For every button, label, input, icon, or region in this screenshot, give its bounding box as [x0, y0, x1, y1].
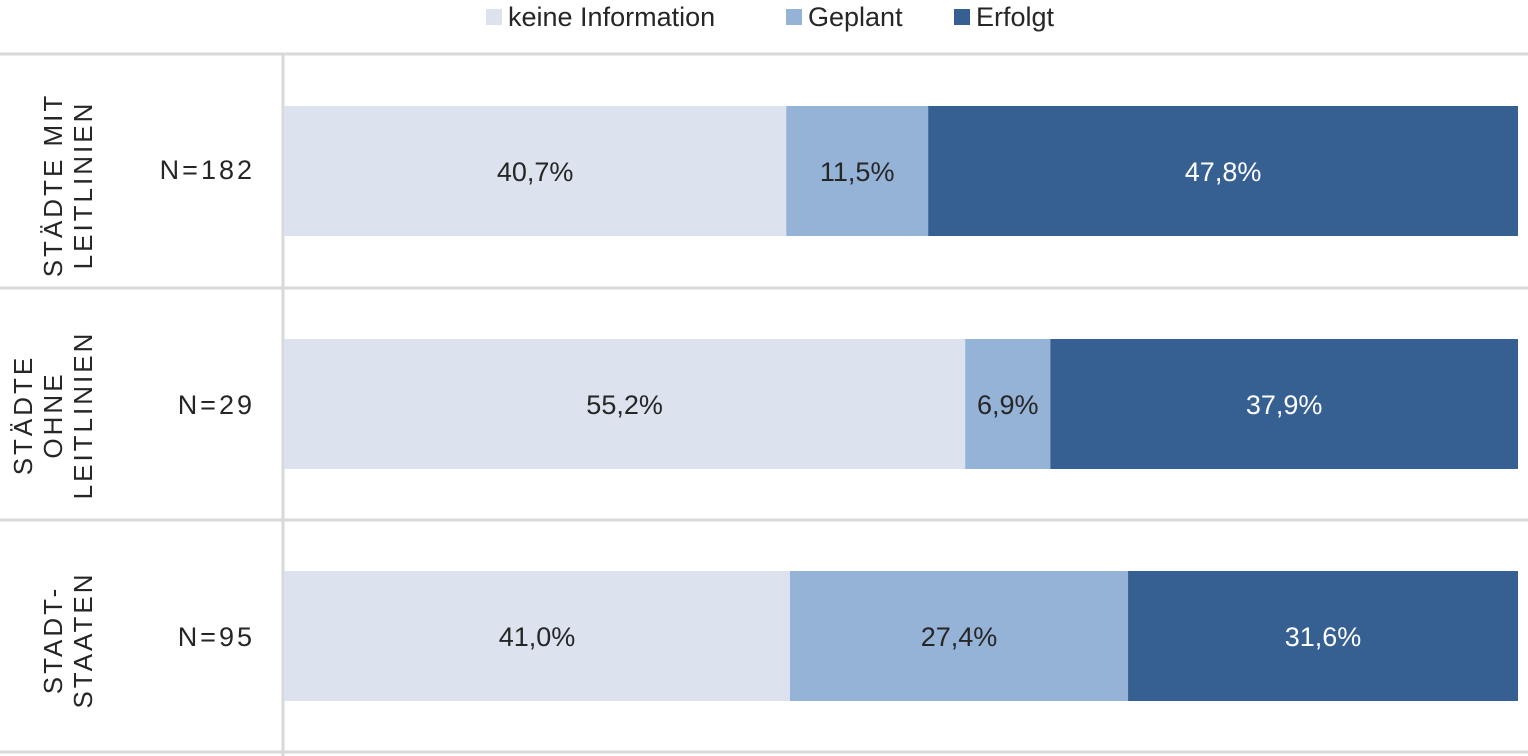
data-label-geplant: 11,5% — [820, 157, 895, 187]
data-label-erfolgt: 31,6% — [1285, 622, 1362, 652]
data-label-erfolgt: 47,8% — [1185, 157, 1262, 187]
legend-item-erfolgt: Erfolgt — [954, 2, 1054, 32]
data-label-keine-information: 55,2% — [586, 390, 663, 420]
group-label-stadtstaaten: STADT- STAATEN — [38, 571, 98, 709]
legend-label: Geplant — [808, 1, 903, 32]
data-label-geplant: 27,4% — [921, 622, 998, 652]
legend-swatch — [786, 9, 802, 25]
legend-swatch — [486, 9, 502, 25]
bar-segment-geplant — [789, 571, 1129, 701]
group-label-staedte-ohne-leitlinien: STÄDTE OHNE LEITLINIEN — [8, 330, 98, 500]
n-label: N=95 — [177, 622, 255, 652]
bar-segment-erfolgt — [1128, 571, 1518, 701]
n-label: N=29 — [177, 390, 255, 420]
bar-segment-geplant — [965, 339, 1051, 469]
legend-item-geplant: Geplant — [786, 2, 903, 32]
legend-label: keine Information — [508, 1, 716, 32]
bar-segment-erfolgt — [928, 106, 1518, 236]
legend-swatch — [954, 9, 970, 25]
bar-segment-keine-information — [284, 339, 966, 469]
data-label-geplant: 6,9% — [977, 390, 1039, 420]
legend-label: Erfolgt — [976, 1, 1055, 32]
bar-segment-keine-information — [284, 571, 790, 701]
bar-segment-erfolgt — [1050, 339, 1518, 469]
legend-item-keine-information: keine Information — [486, 2, 715, 32]
data-label-keine-information: 40,7% — [497, 157, 574, 187]
data-label-erfolgt: 37,9% — [1246, 390, 1323, 420]
bar-segment-geplant — [786, 106, 929, 236]
group-label-staedte-mit-leitlinien: STÄDTE MIT LEITLINIEN — [38, 92, 98, 278]
data-label-keine-information: 41,0% — [499, 622, 576, 652]
bar-segment-keine-information — [284, 106, 787, 236]
chart-legend: keine Information Geplant Erfolgt — [0, 0, 1528, 36]
n-label: N=182 — [159, 155, 255, 185]
